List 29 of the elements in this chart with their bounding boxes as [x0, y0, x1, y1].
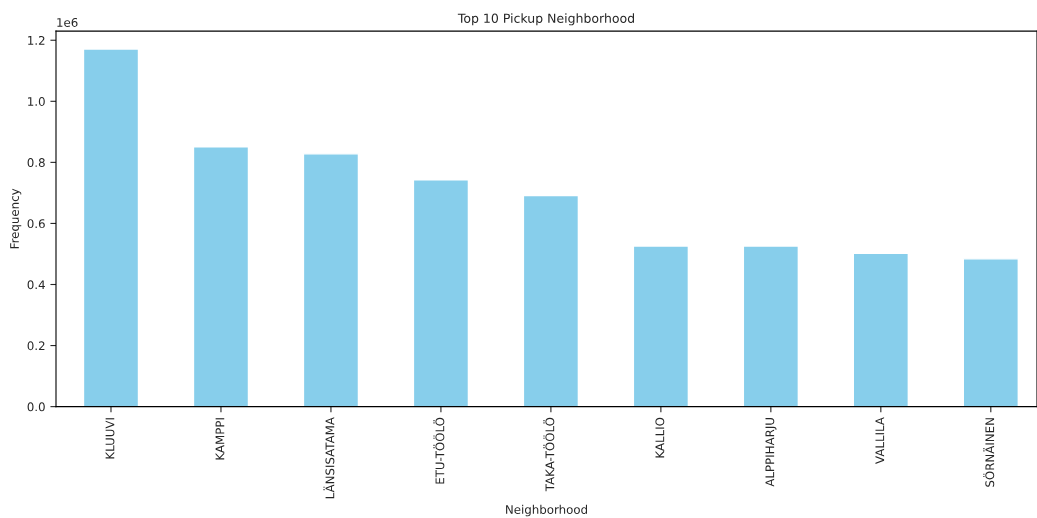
y-tick-label: 0.0 — [27, 402, 45, 412]
y-tick-label: 0.4 — [27, 280, 45, 290]
bar — [962, 258, 1019, 407]
bar — [412, 179, 470, 407]
y-tick-label: 0.2 — [27, 341, 45, 351]
x-tick-label: TAKA-TÖÖLÖ — [543, 417, 555, 492]
x-tick-label: SÖRNÄINEN — [983, 418, 995, 487]
y-tick-label: 1.0 — [28, 97, 45, 106]
y-tick-label: 1.2 — [28, 35, 45, 45]
bar — [522, 194, 580, 407]
bar — [192, 146, 250, 407]
bar — [82, 48, 140, 407]
text: 1e6 — [57, 17, 78, 27]
chart-title: Top 10 Pickup Neighborhood — [457, 13, 634, 26]
x-tick-label: KALLIO — [655, 417, 665, 458]
bar — [632, 245, 690, 407]
x-tick-label: ALPPIHARJU — [765, 418, 777, 487]
bar — [742, 245, 800, 407]
bar — [852, 252, 910, 407]
x-axis-title: Neighborhood — [506, 504, 587, 517]
x-tick-label: ETU-TÖÖLÖ — [433, 417, 445, 484]
y-tick-label: 0.8 — [27, 158, 45, 168]
y-axis-title: Frequency — [10, 188, 22, 249]
x-tick-label: KAMPPI — [215, 418, 225, 460]
x-tick-label: VALLILA — [875, 417, 885, 464]
bar — [302, 153, 360, 407]
x-tick-label: KLUUVI — [105, 418, 115, 459]
y-tick-label: 0.6 — [27, 219, 45, 229]
x-tick-label: LÄNSISATAMA — [323, 417, 335, 499]
